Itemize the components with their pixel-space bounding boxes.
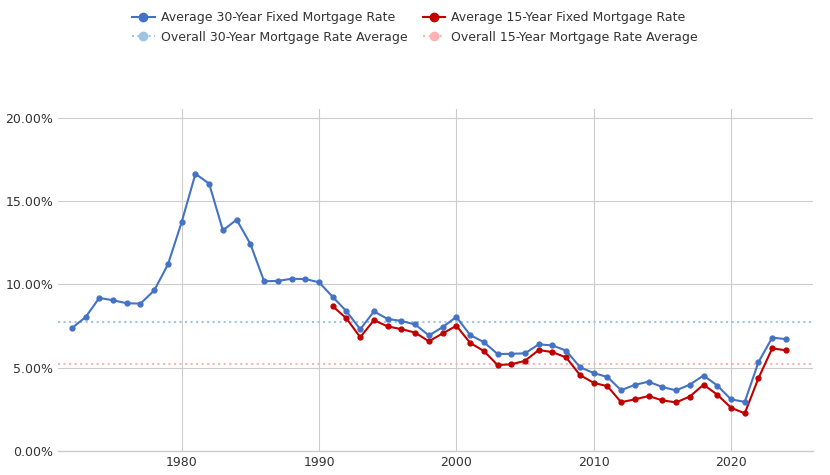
Legend: Average 30-Year Fixed Mortgage Rate, Overall 30-Year Mortgage Rate Average, Aver: Average 30-Year Fixed Mortgage Rate, Ove… — [127, 6, 703, 48]
